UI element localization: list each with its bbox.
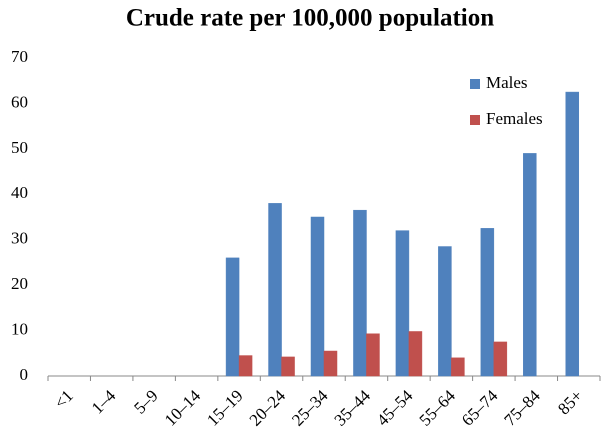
- legend-label: Males: [486, 73, 528, 92]
- chart-title: Crude rate per 100,000 population: [126, 5, 494, 32]
- legend-swatch: [470, 115, 480, 125]
- bar: [310, 216, 325, 377]
- legend-label: Females: [486, 109, 543, 128]
- y-tick-label: 20: [11, 274, 28, 293]
- x-tick-label: 10–14: [161, 386, 205, 430]
- bar: [353, 209, 367, 377]
- bar: [523, 153, 537, 377]
- bar: [323, 350, 338, 377]
- bar: [438, 246, 452, 377]
- bar: [238, 355, 253, 377]
- x-tick-label: 75–84: [500, 386, 544, 430]
- x-tick-label: 20–24: [246, 386, 290, 430]
- x-tick-label: 25–34: [288, 386, 332, 430]
- bar: [281, 356, 295, 377]
- bar: [408, 331, 423, 377]
- bar: [451, 357, 465, 377]
- bar: [225, 257, 240, 377]
- y-tick-label: 60: [11, 92, 28, 111]
- x-tick-label: 45–54: [373, 386, 417, 430]
- bar: [268, 203, 282, 377]
- y-tick-label: 70: [11, 47, 28, 66]
- bar: [565, 91, 580, 377]
- y-tick-label: 10: [11, 319, 28, 338]
- x-tick-label: 5–9: [130, 386, 161, 417]
- x-tick-label: 85+: [554, 386, 586, 418]
- x-tick-label: 65–74: [458, 386, 502, 430]
- y-tick-label: 30: [11, 229, 28, 248]
- legend-swatch: [470, 79, 480, 89]
- bar: [480, 228, 495, 377]
- y-tick-label: 40: [11, 183, 28, 202]
- x-tick-label: 1–4: [88, 386, 120, 418]
- x-tick-label: 35–44: [331, 386, 375, 430]
- x-tick-label: <1: [51, 386, 77, 412]
- x-tick-label: 55–64: [415, 386, 459, 430]
- bar: [395, 230, 410, 377]
- y-tick-label: 50: [11, 138, 28, 157]
- x-tick-label: 15–19: [203, 386, 246, 429]
- bar: [493, 341, 508, 377]
- bar: [366, 333, 380, 377]
- y-tick-label: 0: [20, 365, 29, 384]
